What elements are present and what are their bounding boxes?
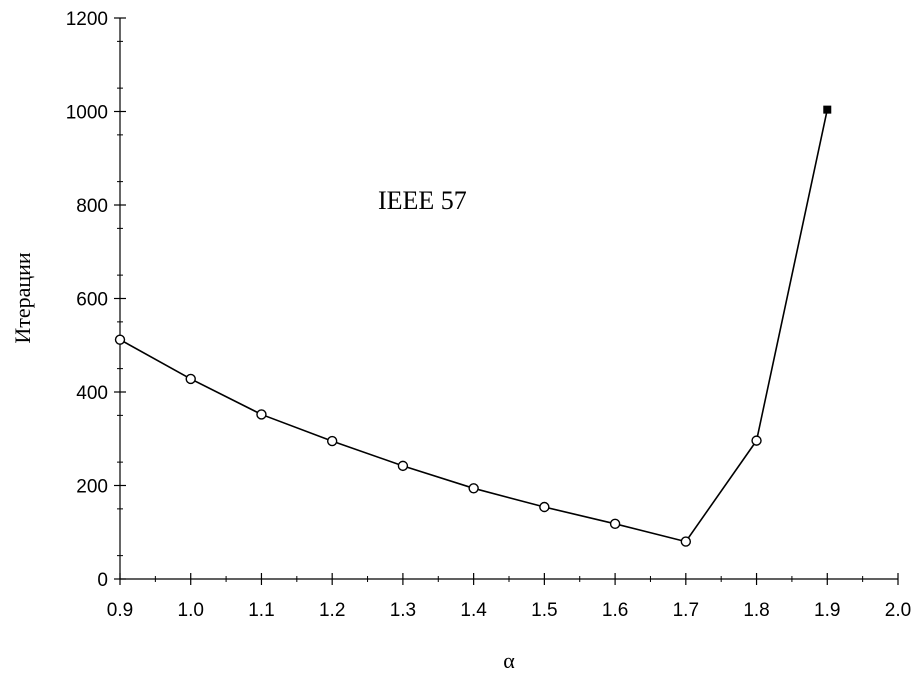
x-axis-title: α [503, 648, 515, 673]
data-point [397, 460, 409, 472]
x-tick-label: 1.7 [673, 600, 699, 621]
x-tick-label: 1.3 [390, 600, 416, 621]
data-point-square [823, 105, 832, 114]
x-tick-label: 1.5 [531, 600, 557, 621]
y-tick-label: 1000 [66, 103, 108, 124]
y-tick-label: 400 [76, 383, 108, 404]
y-tick-label: 1200 [66, 9, 108, 30]
x-tick-label: 1.9 [814, 600, 840, 621]
x-tick-label: 1.4 [460, 600, 487, 621]
y-axis-title: Итерации [10, 252, 35, 344]
x-tick-label: 1.6 [602, 600, 628, 621]
data-point [468, 483, 479, 494]
annotation-label: IEEE 57 [378, 186, 467, 215]
x-tick-label: 1.8 [743, 600, 769, 621]
y-tick-label: 600 [76, 290, 108, 311]
series-line [119, 109, 829, 543]
data-point [609, 518, 621, 530]
data-point [185, 373, 196, 385]
data-point [751, 435, 762, 446]
x-tick-label: 2.0 [885, 600, 911, 621]
x-tick-label: 1.2 [319, 600, 345, 621]
y-tick-label: 800 [76, 196, 108, 217]
data-point [326, 435, 338, 447]
x-tick-label: 0.9 [107, 600, 133, 621]
data-point [539, 501, 550, 513]
axes: 0 200 400 600 800 1000 1200 0.9 1.0 1.1 1.2 1.3 1.4 1… [66, 9, 911, 621]
y-tick-label: 0 [97, 570, 108, 591]
x-tick-label: 1.0 [178, 600, 204, 621]
y-tick-label: 200 [76, 477, 108, 498]
series [114, 105, 832, 547]
data-point [680, 536, 692, 547]
data-point [114, 334, 126, 345]
data-point [256, 409, 267, 420]
x-tick-label: 1.1 [248, 600, 274, 621]
